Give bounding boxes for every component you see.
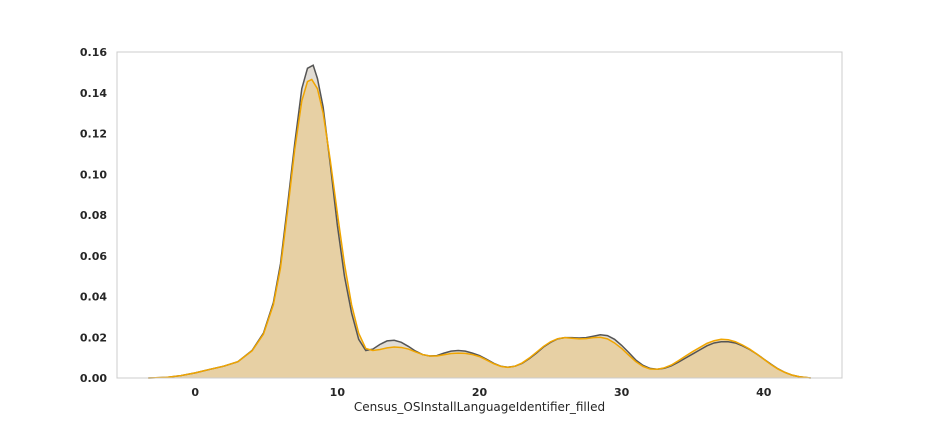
density-area-2 [148,79,811,378]
y-tick-label: 0.16 [80,46,107,59]
y-tick-labels: 0.00 0.02 0.04 0.06 0.08 0.10 0.12 0.14 0.16 [80,46,107,385]
y-tick-label: 0.12 [80,128,107,141]
x-tick-labels: 0 10 20 30 40 [191,386,771,399]
y-tick-label: 0.06 [80,250,107,263]
y-tick-label: 0.14 [80,87,107,100]
series-layer [148,64,811,379]
x-tick-label: 40 [756,386,772,399]
y-tick-label: 0.10 [80,168,107,181]
x-tick-label: 0 [191,386,199,399]
density-line-2 [148,78,811,379]
y-tick-label: 0.00 [80,372,107,385]
density-area-1 [148,65,811,379]
y-tick-label: 0.04 [80,291,107,304]
x-tick-label: 30 [614,386,630,399]
x-tick-label: 10 [330,386,346,399]
y-tick-label: 0.02 [80,331,107,344]
plot-frame [116,51,843,379]
density-line-1 [148,64,811,379]
x-axis-label: Census_OSInstallLanguageIdentifier_fille… [354,400,605,414]
x-tick-label: 20 [472,386,488,399]
y-tick-label: 0.08 [80,209,107,222]
